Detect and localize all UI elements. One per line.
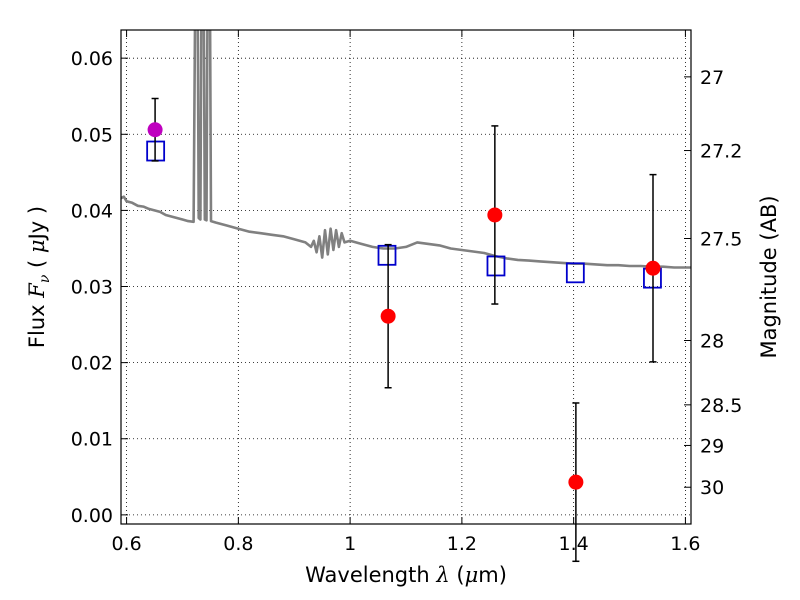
y2-axis-label: Magnitude (AB): [757, 195, 781, 358]
model-point-square: [486, 255, 506, 277]
model-spectrum-line: [121, 30, 691, 269]
y-tick-label: 0.05: [71, 124, 113, 146]
y2-tick-label: 28.5: [700, 395, 742, 417]
x-tick-label: 0.8: [223, 533, 253, 555]
y-tick-label: 0.06: [71, 48, 113, 70]
y2-tick-label: 28: [700, 330, 724, 352]
y-tick-label: 0.00: [71, 505, 113, 527]
plot-frame: [120, 29, 692, 525]
observed-point: [147, 122, 163, 138]
y2-tick-label: 30: [700, 477, 724, 499]
grid: [121, 30, 691, 524]
y2-tick-label: 27.5: [700, 229, 742, 251]
y-tick-label: 0.02: [71, 353, 113, 375]
y-tick-label: 0.04: [71, 200, 113, 222]
x-tick-label: 1: [344, 533, 356, 555]
observed-point: [487, 207, 503, 223]
y2-tick-label: 29: [700, 435, 724, 457]
y2-tick-label: 27.2: [700, 141, 742, 163]
ticks: 0.6 0.8 1 1.2 1.4 1.6 0.00 0.01 0.02 0.03 0.04 0.05…: [71, 30, 742, 555]
y-tick-label: 0.01: [71, 429, 113, 451]
x-tick-label: 1.6: [670, 533, 700, 555]
markers: [146, 97, 662, 563]
observed-point: [568, 474, 584, 490]
x-tick-label: 1.4: [559, 533, 589, 555]
model-point-square: [377, 244, 397, 266]
plot-area: [121, 30, 691, 269]
y2-tick-label: 27: [700, 67, 724, 89]
observed-point: [380, 308, 396, 324]
y-axis-label: Flux Fν ( μJy ): [25, 206, 53, 348]
x-tick-label: 1.2: [447, 533, 477, 555]
observed-point: [645, 260, 661, 276]
x-axis-label: Wavelength λ (μm): [305, 563, 507, 587]
x-tick-label: 0.6: [111, 533, 141, 555]
y-tick-label: 0.03: [71, 277, 113, 299]
model-point-square: [565, 262, 585, 284]
